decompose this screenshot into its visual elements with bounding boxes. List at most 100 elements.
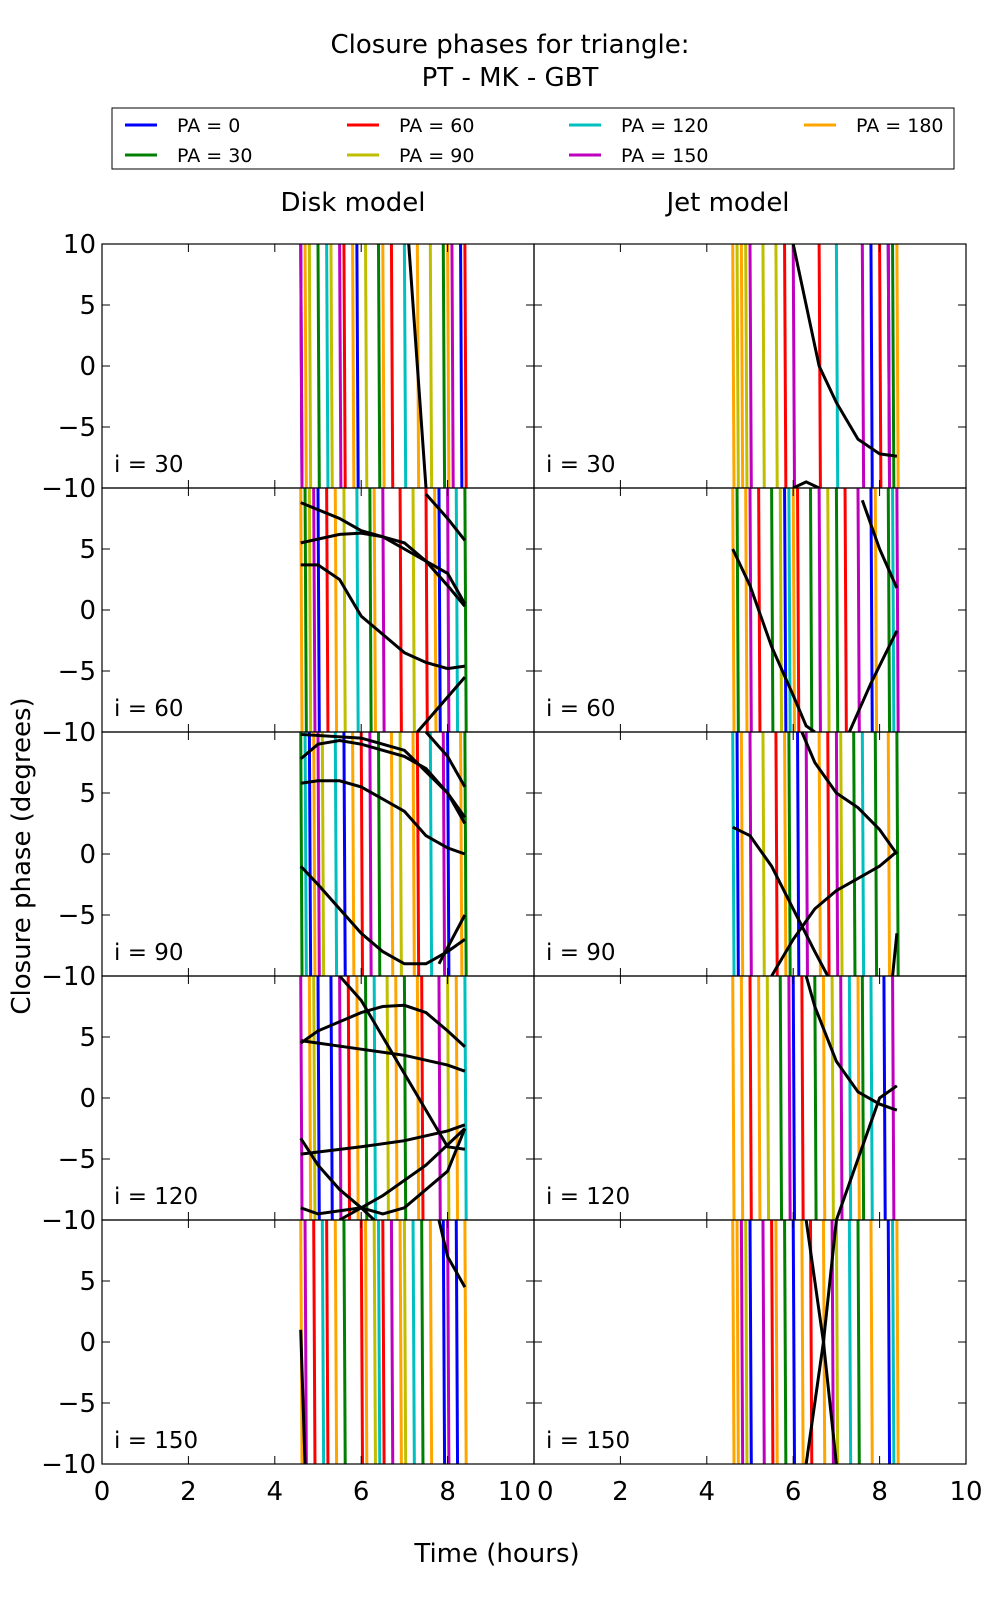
- series-line-pa-150: [338, 976, 343, 1220]
- series-line-pa-180: [372, 488, 377, 732]
- series-line-pa-90: [402, 1220, 408, 1464]
- black-curve: [299, 1137, 376, 1220]
- series-line-pa-180: [355, 976, 360, 1220]
- series-line-pa-60: [389, 244, 395, 488]
- black-curve: [847, 630, 899, 732]
- series-line-pa-180: [333, 1220, 339, 1464]
- series-line-pa-0: [307, 732, 313, 976]
- black-curve: [860, 499, 899, 589]
- series-line-pa-30: [778, 976, 784, 1220]
- series-line-pa-150: [299, 976, 304, 1220]
- black-curve: [300, 732, 467, 825]
- black-curve: [800, 732, 899, 855]
- series-line-pa-180: [895, 244, 900, 488]
- y-tick-label: −10: [41, 474, 96, 504]
- series-line-pa-90: [385, 976, 390, 1220]
- series-line-pa-90: [735, 244, 740, 488]
- series-line-pa-180: [299, 488, 304, 732]
- series-line-pa-180: [364, 1220, 369, 1464]
- series-line-pa-30: [463, 488, 468, 732]
- series-line-pa-180: [731, 1220, 736, 1464]
- series-line-pa-90: [839, 732, 844, 976]
- series-line-pa-180: [886, 732, 892, 976]
- row-label: i = 150: [114, 1428, 198, 1454]
- series-line-pa-60: [346, 976, 352, 1220]
- series-line-pa-180: [735, 1220, 740, 1464]
- series-line-pa-150: [748, 732, 753, 976]
- legend-label: PA = 120: [621, 115, 709, 137]
- figure-title-line-1: Closure phases for triangle:: [331, 30, 690, 60]
- series-line-pa-120: [834, 244, 840, 488]
- black-curve: [299, 1329, 307, 1464]
- y-tick-label: −10: [41, 1206, 96, 1236]
- series-line-pa-180: [731, 976, 736, 1220]
- series-line-pa-90: [774, 244, 779, 488]
- series-line-pa-60: [770, 1220, 775, 1464]
- series-line-pa-0: [355, 244, 360, 488]
- series-line-pa-120: [411, 1220, 416, 1464]
- black-curve: [804, 1220, 838, 1464]
- x-tick-label: 4: [267, 1477, 284, 1507]
- x-tick-label: 4: [699, 1477, 716, 1507]
- series-line-pa-150: [368, 732, 373, 976]
- series-line-pa-180: [389, 732, 395, 976]
- black-curve: [338, 1127, 466, 1220]
- series-line-pa-150: [739, 1220, 745, 1464]
- series-line-pa-180: [774, 1220, 779, 1464]
- black-curve: [300, 501, 467, 605]
- black-curve: [424, 493, 467, 542]
- series-line-pa-150: [441, 732, 447, 976]
- series-line-pa-150: [817, 488, 822, 732]
- series-line-pa-150: [303, 1220, 308, 1464]
- series-line-pa-150: [338, 244, 343, 488]
- row-label: i = 120: [114, 1184, 198, 1210]
- series-line-pa-150: [886, 244, 892, 488]
- black-curve: [791, 244, 898, 458]
- series-line-pa-90: [312, 976, 317, 1220]
- series-line-pa-90: [834, 1220, 840, 1464]
- legend-label: PA = 30: [177, 145, 252, 167]
- y-tick-label: −5: [58, 901, 96, 931]
- series-line-pa-180: [856, 976, 861, 1220]
- row-label: i = 60: [546, 696, 616, 722]
- black-curve: [300, 531, 467, 608]
- series-line-pa-120: [891, 1220, 896, 1464]
- series-line-pa-90: [411, 488, 416, 732]
- series-line-pa-180: [394, 976, 399, 1220]
- black-curve: [416, 676, 467, 732]
- y-tick-label: −5: [58, 413, 96, 443]
- series-line-pa-30: [813, 976, 818, 1220]
- series-line-pa-180: [791, 488, 796, 732]
- series-line-pa-30: [420, 1220, 425, 1464]
- series-line-pa-180: [312, 732, 317, 976]
- black-curve: [770, 850, 898, 976]
- series-line-pa-150: [834, 732, 840, 976]
- series-line-pa-0: [446, 732, 451, 976]
- series-line-pa-180: [783, 732, 788, 976]
- series-line-pa-60: [463, 244, 468, 488]
- series-line-pa-150: [312, 488, 317, 732]
- series-line-pa-60: [424, 488, 429, 732]
- black-curve: [732, 825, 830, 976]
- series-line-pa-120: [731, 732, 736, 976]
- series-line-pa-150: [839, 976, 844, 1220]
- series-line-pa-180: [731, 488, 736, 732]
- series-line-pa-150: [446, 1220, 451, 1464]
- series-line-pa-180: [869, 1220, 874, 1464]
- y-tick-label: −10: [41, 1450, 96, 1480]
- series-line-pa-0: [882, 976, 887, 1220]
- series-line-pa-150: [787, 976, 792, 1220]
- panel-disk-row-0: i = 30 −10 −5 0 5 10: [41, 230, 535, 504]
- y-tick-label: 0: [79, 1084, 96, 1114]
- legend-label: PA = 60: [399, 115, 474, 137]
- x-tick-label: 10: [949, 1477, 982, 1507]
- series-line-pa-180: [817, 732, 822, 976]
- series-line-pa-180: [398, 1220, 403, 1464]
- series-line-pa-30: [873, 732, 879, 976]
- series-line-pa-30: [299, 732, 304, 976]
- panel-disk-row-3: i = 120 −10 −5 0 5: [41, 975, 535, 1236]
- x-tick-label: 2: [180, 1477, 197, 1507]
- series-line-pa-0: [454, 1220, 460, 1464]
- y-tick-label: 0: [79, 352, 96, 382]
